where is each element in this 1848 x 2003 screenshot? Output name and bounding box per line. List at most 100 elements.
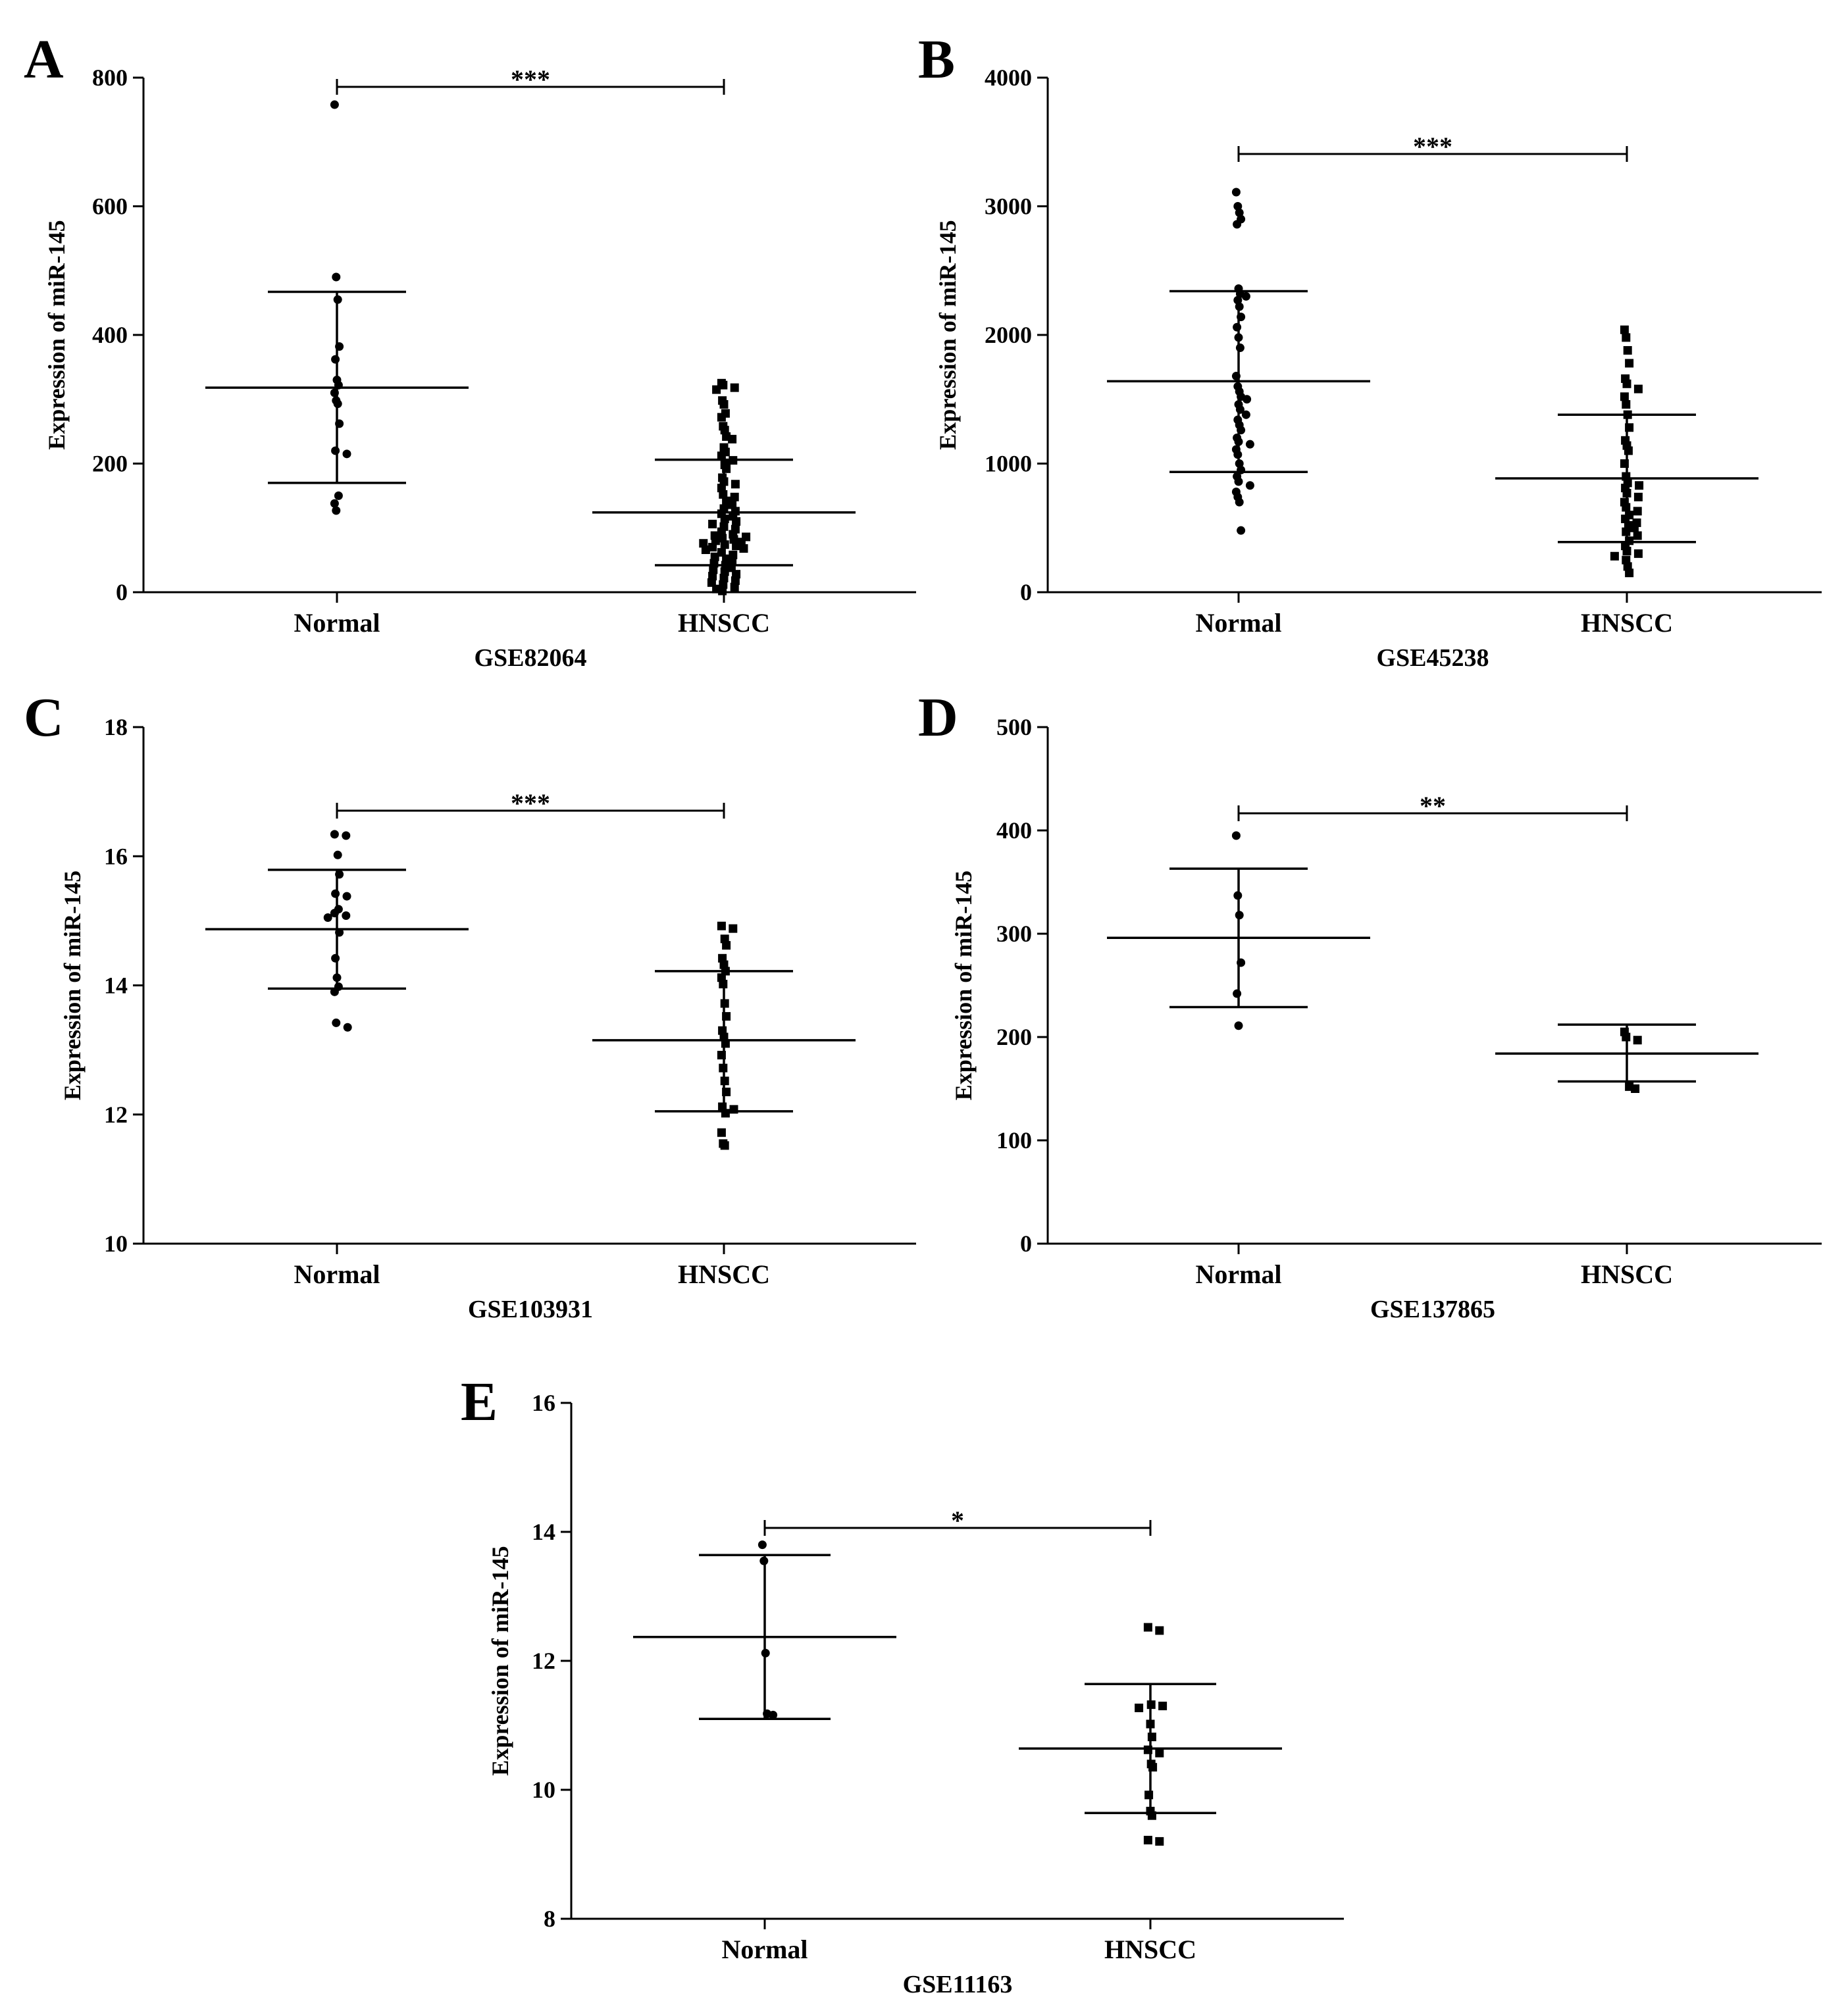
significance-bracket: ** (1237, 791, 1628, 821)
data-point (728, 557, 737, 566)
data-point (332, 506, 341, 515)
data-point (708, 543, 717, 552)
data-point (331, 953, 340, 963)
data-point (1231, 188, 1241, 197)
y-tick-label: 12 (104, 1102, 128, 1128)
data-point (717, 1128, 726, 1137)
data-point (342, 911, 351, 921)
data-point (1622, 333, 1631, 342)
data-point (1633, 549, 1643, 558)
data-point (709, 565, 718, 574)
data-point (720, 567, 729, 576)
dataset-label: GSE103931 (468, 1296, 593, 1323)
data-point (1234, 1021, 1243, 1030)
data-point (730, 582, 739, 592)
data-point (1622, 546, 1631, 555)
y-axis-title: Expression of miR-145 (487, 1546, 513, 1775)
data-point (342, 831, 351, 840)
significance-bracket: *** (1237, 132, 1628, 162)
data-point (730, 383, 739, 392)
y-tick-label: 100 (996, 1127, 1032, 1154)
y-tick-label: 800 (92, 64, 128, 91)
y-tick-label: 8 (544, 1906, 555, 1932)
data-point (1631, 1084, 1640, 1093)
data-point (1620, 392, 1629, 401)
data-point (699, 539, 708, 548)
data-point (334, 491, 343, 500)
data-point (1233, 220, 1242, 229)
x-category-label: Normal (1195, 1259, 1281, 1289)
data-point (331, 446, 340, 455)
data-point (332, 1018, 341, 1027)
significance-label: *** (511, 788, 550, 818)
dataset-label: GSE137865 (1370, 1296, 1495, 1323)
panel-letter: D (918, 687, 958, 748)
data-point (730, 492, 739, 501)
data-point (1241, 292, 1250, 301)
data-point (732, 517, 741, 526)
significance-label: ** (1420, 791, 1446, 821)
data-point (1143, 1623, 1152, 1632)
group-hnscc (592, 378, 856, 596)
dataset-label: GSE82064 (474, 644, 586, 672)
data-point (719, 380, 728, 390)
y-tick-label: 16 (104, 843, 128, 869)
data-point (708, 519, 717, 528)
data-point (719, 580, 728, 589)
y-tick-label: 1000 (985, 451, 1032, 477)
data-point (1630, 523, 1639, 532)
data-point (719, 573, 729, 582)
y-tick-label: 4000 (985, 64, 1032, 91)
y-axis-title: Expression of miR-145 (59, 871, 86, 1100)
y-tick-label: 500 (996, 714, 1032, 740)
group-normal (1107, 831, 1370, 1030)
data-point (330, 830, 339, 839)
data-point (1144, 1790, 1154, 1800)
y-tick-label: 10 (532, 1777, 555, 1803)
y-tick-label: 14 (104, 973, 128, 999)
data-point (1623, 562, 1632, 571)
data-point (1235, 208, 1244, 217)
data-point (708, 572, 717, 581)
data-point (330, 499, 339, 508)
data-point (1623, 345, 1632, 355)
data-point (1622, 400, 1631, 409)
significance-bracket: * (763, 1506, 1152, 1536)
panel-b: B 0 1000 2000 3000 4000 Expression of miR-145 N… (918, 29, 1822, 672)
x-category-label: HNSCC (678, 1259, 770, 1289)
data-point (717, 921, 726, 930)
data-point (710, 552, 719, 561)
data-point (1234, 477, 1243, 486)
group-normal (633, 1540, 896, 1720)
data-point (333, 850, 342, 859)
y-tick-label: 10 (104, 1230, 128, 1257)
y-tick-label: 14 (532, 1519, 555, 1545)
group-normal (1107, 188, 1370, 535)
x-category-label: HNSCC (678, 608, 770, 638)
panel-e: E 8 10 12 14 16 Expression of miR-145 Normal HNS… (461, 1371, 1344, 1998)
data-point (711, 536, 720, 545)
data-point (1622, 379, 1631, 388)
data-point (1622, 555, 1631, 565)
panel-letter: B (918, 29, 955, 90)
y-tick-label: 600 (92, 193, 128, 220)
y-axis-title: Expression of miR-145 (950, 871, 977, 1100)
data-point (769, 1710, 778, 1719)
data-point (722, 941, 731, 950)
data-point (1155, 1626, 1164, 1635)
data-point (342, 449, 351, 459)
x-category-label: Normal (294, 608, 380, 638)
significance-label: * (951, 1506, 964, 1535)
y-tick-label: 12 (532, 1648, 555, 1674)
group-hnscc (592, 921, 856, 1150)
data-point (717, 413, 726, 422)
x-category-label: Normal (294, 1259, 380, 1289)
data-point (1155, 1837, 1164, 1846)
group-hnscc (1495, 325, 1758, 578)
data-point (1625, 569, 1634, 578)
data-point (1233, 989, 1242, 998)
y-tick-label: 200 (92, 451, 128, 477)
data-point (1241, 410, 1250, 419)
data-point (1633, 507, 1642, 516)
panel-c: C 10 12 14 16 18 Expression of miR-145 Normal HN… (24, 687, 916, 1323)
